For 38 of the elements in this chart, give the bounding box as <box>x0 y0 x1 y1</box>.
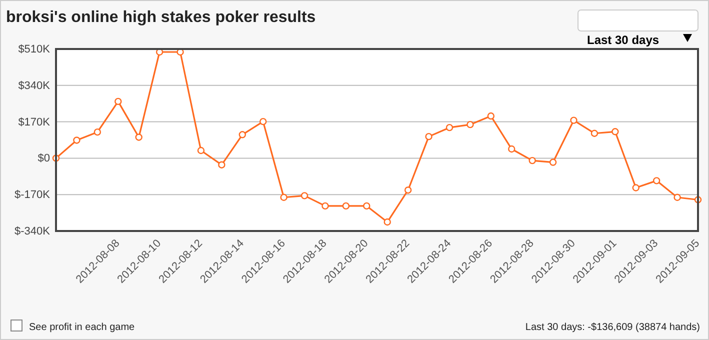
chart-title: broksi's online high stakes poker results <box>6 9 316 26</box>
y-tick-label: $510K <box>18 44 51 56</box>
point <box>508 145 516 153</box>
point <box>528 156 536 164</box>
point <box>425 132 432 140</box>
point <box>280 194 288 201</box>
y-tick-label: $0 <box>38 152 50 165</box>
point <box>73 136 80 144</box>
text: Last 30 days <box>587 33 660 47</box>
point <box>218 161 226 168</box>
y-tick-label: $-340K <box>14 226 51 238</box>
point <box>342 202 350 210</box>
point <box>466 120 474 128</box>
point <box>238 131 246 138</box>
point <box>674 194 681 201</box>
text: See profit in each game <box>29 322 136 333</box>
point <box>363 202 370 210</box>
point <box>487 112 495 120</box>
point <box>590 130 598 137</box>
point <box>404 186 412 194</box>
point <box>322 202 329 210</box>
point <box>446 124 454 132</box>
point <box>300 192 308 200</box>
point <box>259 118 267 126</box>
point <box>612 128 619 136</box>
y-tick-label: $340K <box>18 80 51 92</box>
y-tick-label: $-170K <box>14 189 51 202</box>
point <box>135 134 142 141</box>
point <box>197 146 205 154</box>
point <box>114 98 122 106</box>
point <box>632 184 640 192</box>
point <box>94 128 102 136</box>
point <box>570 116 578 124</box>
text: Last 30 days: -$136,609 (38874 hands) <box>525 322 700 333</box>
y-tick-label: $170K <box>18 116 51 128</box>
point <box>384 218 391 226</box>
point <box>549 158 557 166</box>
point <box>652 177 660 184</box>
